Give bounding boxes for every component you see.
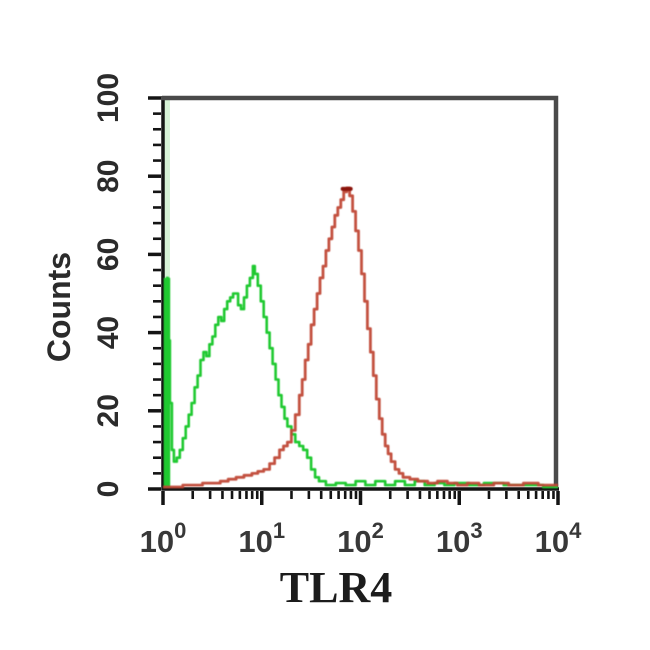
x-tick-label: 102	[337, 518, 384, 559]
y-axis-title: Counts	[41, 252, 77, 362]
y-tick-labels: 0 20 40 60 80 100	[92, 73, 125, 497]
y-tick-label: 0	[92, 481, 125, 498]
x-tick-label: 101	[238, 518, 285, 559]
x-tick-label: 103	[436, 518, 483, 559]
histogram-curves	[163, 186, 558, 489]
axes	[161, 96, 559, 491]
plot-frame	[162, 95, 559, 488]
green-histogram-curve	[166, 264, 558, 489]
frame-top-right	[162, 95, 559, 488]
y-tick-label: 100	[92, 73, 125, 123]
y-tick-label: 60	[92, 238, 125, 271]
axis-ticks	[148, 96, 560, 505]
x-tick-label: 100	[140, 518, 187, 559]
x-axis-title: TLR4	[280, 563, 392, 612]
red-histogram-curve	[163, 186, 558, 489]
x-tick-labels: 100 101 102 103 104	[140, 518, 582, 559]
y-tick-label: 20	[92, 394, 125, 427]
y-tick-label: 40	[92, 316, 125, 349]
x-tick-label: 104	[535, 518, 582, 559]
y-tick-label: 80	[92, 160, 125, 193]
